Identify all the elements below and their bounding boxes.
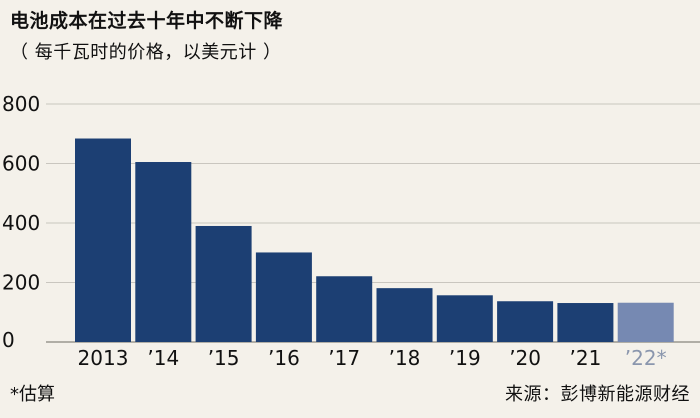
y-tick-label: 200 bbox=[2, 271, 40, 295]
x-tick-label: ’21 bbox=[569, 346, 601, 370]
bar-8 bbox=[497, 301, 554, 342]
chart-subtitle: （ 每千瓦时的价格，以美元计 ） bbox=[10, 42, 282, 63]
source-credit: 来源：彭博新能源财经 bbox=[505, 384, 690, 405]
x-tick-label: ’19 bbox=[449, 346, 481, 370]
x-tick-label: ’22* bbox=[625, 346, 667, 370]
bar-7 bbox=[436, 295, 493, 342]
x-tick-label: ’20 bbox=[509, 346, 541, 370]
x-tick-label: ’16 bbox=[268, 346, 300, 370]
x-tick-label: ’14 bbox=[147, 346, 179, 370]
y-axis-ticks: 0 200 400 600 800 bbox=[2, 92, 40, 352]
x-tick-label: ’15 bbox=[208, 346, 240, 370]
bar-2 bbox=[135, 162, 192, 342]
bar-4 bbox=[255, 252, 312, 342]
x-tick-label: ’17 bbox=[328, 346, 360, 370]
bar-9 bbox=[557, 303, 614, 342]
y-tick-label: 0 bbox=[2, 328, 15, 352]
bar-3 bbox=[195, 225, 252, 342]
bar-1 bbox=[75, 138, 131, 342]
x-axis-ticks: 2013 ’14 ’15 ’16 ’17 ’18 ’19 ’20 ’21 ’22* bbox=[78, 346, 667, 370]
bars bbox=[75, 138, 674, 342]
footnote: *估算 bbox=[10, 384, 55, 405]
x-tick-label: ’18 bbox=[389, 346, 421, 370]
bar-6 bbox=[376, 288, 433, 342]
bar-10 bbox=[617, 302, 674, 342]
y-tick-label: 800 bbox=[2, 92, 40, 116]
x-tick-label: 2013 bbox=[78, 346, 129, 370]
chart-title: 电池成本在过去十年中不断下降 bbox=[10, 10, 284, 32]
y-tick-label: 600 bbox=[2, 152, 40, 176]
bar-5 bbox=[316, 276, 373, 342]
y-tick-label: 400 bbox=[2, 211, 40, 235]
